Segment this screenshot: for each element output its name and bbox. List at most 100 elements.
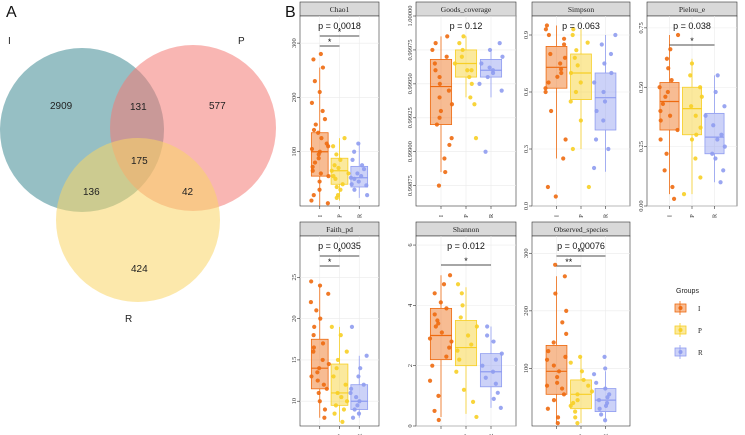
data-point [551, 397, 557, 403]
data-point [693, 113, 698, 118]
data-point [578, 354, 583, 360]
significance-label: * [338, 247, 342, 257]
data-point [449, 339, 454, 344]
p-value-label: p = 0.012 [447, 241, 485, 251]
y-tick-label: 4 [407, 303, 414, 307]
y-tick-label: 2 [407, 364, 414, 367]
data-point [461, 34, 466, 39]
data-point [326, 291, 331, 296]
data-point [689, 137, 695, 142]
box-r [350, 384, 369, 410]
y-tick-label: 0.00 [638, 200, 645, 211]
data-point [544, 383, 550, 388]
venn-count-p-only: 577 [209, 101, 226, 112]
data-point [548, 51, 553, 57]
y-tick-label: 0.99950 [407, 73, 414, 94]
data-point [555, 380, 560, 385]
data-point [671, 196, 677, 201]
data-point [437, 115, 442, 120]
data-point [309, 198, 314, 203]
box-i [545, 344, 568, 395]
data-point [317, 399, 322, 404]
data-point [460, 47, 465, 53]
data-point [458, 315, 463, 320]
data-point [316, 130, 321, 135]
data-point [436, 393, 441, 398]
panel-title: Goods_coverage [441, 5, 492, 14]
data-point [546, 349, 551, 354]
data-point [666, 66, 671, 71]
panel-b-letter: B [285, 4, 296, 21]
data-point [558, 67, 564, 72]
data-point [479, 61, 484, 66]
data-point [657, 85, 662, 90]
data-point [571, 27, 576, 32]
p-value-label: p = 0.00076 [557, 241, 605, 251]
data-point [491, 339, 496, 344]
data-point [324, 386, 329, 391]
data-point [553, 291, 558, 296]
data-point [574, 48, 579, 53]
data-point [349, 386, 354, 391]
data-point [364, 183, 369, 188]
data-point [318, 51, 323, 57]
data-point [432, 61, 437, 66]
data-point [312, 324, 317, 329]
data-point [555, 415, 561, 420]
data-point [699, 94, 704, 99]
significance-label: * [464, 256, 468, 266]
data-point [572, 55, 577, 60]
significance-label: ** [577, 247, 585, 257]
legend: Groups I P R [674, 288, 703, 359]
data-point [311, 127, 317, 133]
data-point [427, 378, 433, 383]
y-tick-label: 20 [291, 315, 298, 322]
data-point [352, 187, 357, 192]
data-point [555, 421, 560, 426]
data-point [575, 397, 580, 403]
panel-a-letter: A [6, 4, 17, 21]
y-tick-label: 25 [291, 274, 298, 281]
data-point [469, 68, 474, 73]
p-value-label: p = 0.0018 [318, 21, 361, 31]
data-point [467, 74, 472, 80]
data-point [665, 89, 670, 95]
data-point [334, 366, 339, 371]
y-tick-label: 6 [407, 243, 414, 247]
data-point [315, 370, 320, 375]
data-point [329, 168, 334, 173]
data-point [579, 369, 585, 374]
data-point [549, 108, 554, 114]
data-point [668, 47, 673, 52]
data-point [555, 74, 560, 79]
data-point [543, 27, 549, 32]
data-point [480, 363, 485, 368]
data-point [352, 407, 357, 412]
data-point [339, 394, 344, 400]
data-point [568, 360, 573, 365]
panel-title: Chao1 [330, 5, 350, 14]
y-tick-label: 100 [291, 147, 298, 157]
data-point [452, 61, 457, 66]
x-tick-label: I [438, 215, 445, 217]
data-point [335, 357, 341, 363]
data-point [589, 389, 595, 394]
data-point [564, 331, 569, 336]
x-tick-label: R [712, 213, 719, 218]
x-tick-label: P [337, 434, 344, 435]
data-point [483, 375, 488, 380]
data-point [313, 122, 318, 127]
data-point [356, 179, 361, 184]
data-point [441, 282, 447, 287]
data-point [329, 324, 334, 329]
box-i [659, 82, 680, 131]
p-value-label: p = 0.0035 [318, 241, 361, 251]
x-tick-label: P [463, 214, 470, 218]
data-point [606, 146, 611, 152]
y-tick-label: 200 [291, 93, 298, 103]
data-point [568, 403, 573, 408]
data-point [318, 171, 323, 176]
data-point [667, 113, 673, 118]
data-point [358, 366, 363, 371]
data-point [473, 136, 479, 141]
